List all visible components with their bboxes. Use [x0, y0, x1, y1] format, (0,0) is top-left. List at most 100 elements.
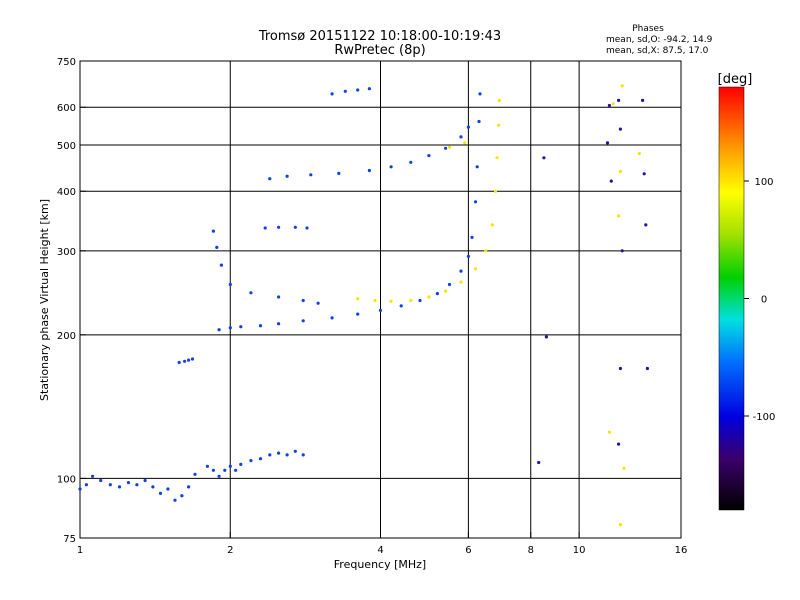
data-point — [607, 103, 612, 108]
data-point — [427, 295, 431, 299]
y-tick-label: 750 — [57, 57, 76, 68]
data-point — [99, 478, 103, 483]
data-point — [473, 267, 478, 271]
data-point — [173, 498, 177, 502]
data-point — [356, 88, 360, 92]
data-point — [475, 165, 479, 169]
data-point — [217, 474, 221, 478]
data-point — [537, 460, 541, 465]
data-point — [444, 289, 448, 293]
data-point — [497, 98, 501, 102]
data-point — [493, 189, 498, 193]
data-point — [459, 280, 463, 284]
x-tick-label: 8 — [528, 545, 534, 556]
data-point — [367, 168, 371, 173]
data-point — [305, 226, 309, 230]
data-point — [399, 304, 403, 308]
data-point — [91, 474, 95, 478]
data-point — [343, 89, 347, 93]
data-point — [620, 249, 624, 253]
data-point — [277, 451, 281, 455]
data-point — [135, 483, 139, 487]
data-point — [277, 225, 281, 229]
y-tick-label: 75 — [63, 534, 76, 545]
data-point — [228, 326, 232, 330]
data-point — [470, 235, 474, 239]
data-point — [617, 442, 621, 446]
data-point — [447, 282, 452, 287]
colorbar-tick-label: -100 — [753, 412, 776, 423]
data-point — [309, 173, 313, 177]
phase-stats-x: mean, sd,X: 87.5, 17.0 — [606, 46, 709, 56]
data-point — [316, 301, 320, 305]
data-point — [126, 481, 130, 485]
data-point — [620, 84, 624, 88]
data-point — [151, 485, 155, 489]
data-point — [277, 295, 281, 299]
y-tick-label: 200 — [57, 331, 76, 342]
data-point — [205, 464, 209, 468]
data-point — [211, 229, 215, 233]
x-tick-label: 4 — [377, 545, 383, 556]
data-point — [258, 324, 263, 328]
colorbar-tick-label: 100 — [754, 177, 773, 188]
data-point — [190, 357, 195, 361]
data-point — [473, 200, 478, 204]
data-point — [177, 360, 181, 365]
x-tick-label: 1 — [77, 545, 83, 556]
data-point — [645, 366, 650, 371]
data-point — [158, 491, 163, 495]
data-point — [463, 141, 467, 145]
y-tick-label: 600 — [57, 103, 76, 114]
colorbar-tick-label: 0 — [761, 295, 767, 306]
data-point — [183, 359, 187, 363]
data-point — [605, 141, 610, 145]
x-axis-label: Frequency [MHz] — [334, 558, 426, 571]
data-point — [459, 269, 463, 273]
data-point — [268, 453, 272, 457]
x-tick-label: 16 — [675, 545, 688, 556]
data-point — [544, 335, 549, 339]
data-point — [217, 328, 221, 332]
data-point — [330, 92, 334, 96]
data-point — [637, 151, 641, 156]
y-axis-label: Stationary phase Virtual Height [km] — [38, 199, 51, 401]
data-point — [211, 468, 215, 472]
data-point — [609, 179, 613, 183]
data-point — [258, 457, 263, 461]
y-tick-label: 300 — [57, 247, 76, 258]
chart-subtitle: RwPretec (8p) — [334, 43, 425, 58]
data-point — [219, 263, 223, 267]
phase-stats-o: mean, sd,O: -94.2, 14.9 — [606, 35, 713, 45]
data-point — [293, 225, 297, 229]
data-point — [301, 319, 305, 323]
data-point — [389, 165, 393, 169]
data-point — [301, 298, 305, 303]
data-point — [427, 154, 431, 158]
data-point — [215, 245, 219, 249]
data-point — [228, 464, 232, 468]
data-point — [378, 308, 383, 312]
data-point — [418, 298, 422, 303]
data-point — [617, 214, 621, 218]
data-point — [484, 249, 488, 253]
data-point — [367, 87, 371, 91]
data-point — [477, 119, 481, 124]
data-point — [239, 462, 243, 466]
data-point — [249, 291, 253, 295]
data-point — [277, 322, 281, 326]
data-point — [356, 297, 360, 301]
data-point — [293, 449, 297, 453]
data-point — [84, 483, 88, 487]
data-points — [78, 84, 650, 527]
data-point — [409, 298, 413, 303]
data-point — [618, 127, 623, 131]
data-point — [459, 135, 463, 139]
data-point — [228, 282, 232, 287]
data-point — [285, 174, 289, 178]
data-point — [166, 487, 170, 491]
data-point — [497, 123, 501, 127]
grid — [80, 61, 681, 538]
axis-ticks: 1 2 4 6 8 10 16 75 100 200 300 400 500 600 750 — [57, 57, 687, 556]
